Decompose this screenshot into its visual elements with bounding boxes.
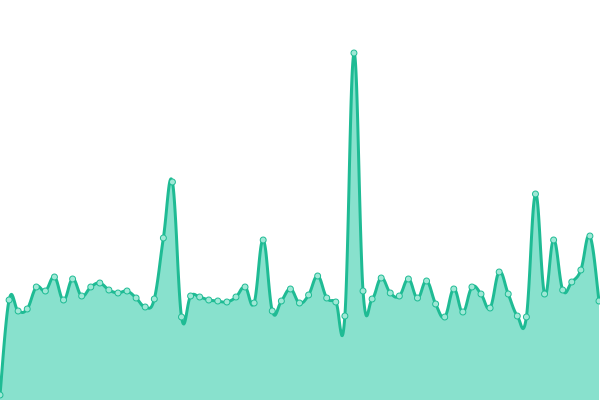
data-point: [214, 297, 222, 305]
data-point: [23, 305, 31, 313]
data-point: [586, 232, 594, 240]
data-point: [178, 313, 186, 321]
data-point: [141, 303, 149, 311]
data-point: [468, 283, 476, 291]
data-point: [486, 304, 494, 312]
data-point: [341, 312, 349, 320]
data-point: [477, 290, 485, 298]
data-point: [504, 290, 512, 298]
data-point: [232, 293, 240, 301]
data-point: [87, 283, 95, 291]
data-point: [259, 236, 267, 244]
data-point: [323, 294, 331, 302]
data-point: [522, 313, 530, 321]
data-point: [0, 391, 4, 399]
data-point: [559, 286, 567, 294]
data-point: [277, 297, 285, 305]
data-point: [359, 287, 367, 295]
area-fill: [0, 52, 599, 400]
data-point: [286, 285, 294, 293]
data-point: [550, 236, 558, 244]
data-point: [296, 299, 303, 307]
data-point: [441, 313, 449, 321]
data-point: [241, 283, 249, 291]
data-point: [69, 275, 77, 283]
data-point: [413, 294, 421, 302]
data-point: [78, 292, 86, 300]
data-point: [159, 234, 167, 242]
data-point: [60, 296, 68, 304]
data-point: [5, 296, 13, 304]
data-point: [305, 291, 313, 299]
data-point: [404, 275, 412, 283]
data-point: [577, 266, 585, 274]
data-point: [268, 307, 276, 315]
data-point: [513, 312, 521, 320]
data-point: [395, 292, 403, 300]
data-point: [187, 292, 195, 300]
data-point: [96, 279, 104, 287]
data-point: [196, 293, 204, 301]
data-point: [32, 283, 40, 291]
data-point: [250, 299, 258, 307]
data-point: [50, 273, 58, 281]
data-point: [132, 294, 140, 302]
data-point: [114, 289, 122, 297]
data-point: [377, 274, 385, 282]
data-point: [223, 298, 231, 306]
data-point: [332, 298, 340, 306]
data-point: [314, 272, 322, 280]
data-point: [432, 300, 440, 308]
data-point: [595, 297, 600, 305]
data-point: [459, 308, 467, 316]
data-point: [495, 268, 503, 276]
data-point: [423, 277, 431, 285]
data-point: [123, 287, 131, 295]
data-point: [105, 286, 113, 294]
data-point: [41, 287, 49, 295]
data-point: [531, 190, 539, 198]
data-point: [350, 49, 358, 57]
data-point: [450, 285, 458, 293]
data-point: [368, 295, 376, 303]
data-point: [386, 289, 394, 297]
data-point: [541, 290, 549, 298]
data-point: [168, 178, 176, 186]
data-point: [205, 296, 213, 304]
data-point: [14, 307, 22, 315]
data-point: [568, 278, 576, 286]
data-point: [150, 295, 158, 303]
